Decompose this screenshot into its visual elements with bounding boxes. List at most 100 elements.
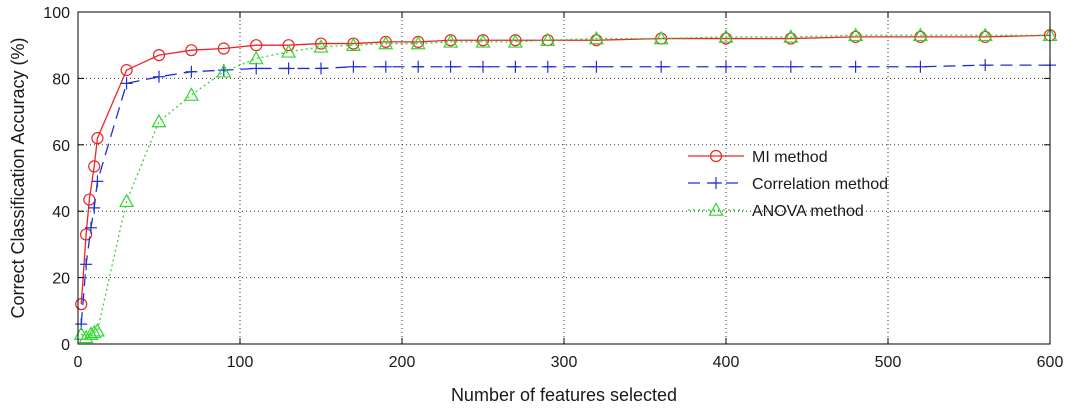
data-point — [313, 39, 329, 53]
data-point — [185, 65, 198, 78]
data-point — [315, 62, 327, 75]
data-point — [347, 60, 360, 73]
data-point — [120, 63, 133, 77]
axis-ticks: 0 100 200 300 400 500 600 0 20 40 60 80 100 — [43, 5, 1063, 371]
data-point — [78, 329, 94, 344]
data-point — [282, 62, 295, 75]
data-point — [541, 60, 554, 73]
data-point — [914, 30, 927, 44]
data-point — [250, 39, 263, 52]
data-point — [378, 35, 394, 50]
x-tick-label: 400 — [713, 354, 740, 371]
data-point — [86, 324, 102, 339]
series-line — [80, 34, 1050, 339]
data-point — [217, 42, 230, 55]
data-point — [783, 29, 799, 43]
x-tick-label: 600 — [1037, 354, 1064, 371]
data-point — [152, 49, 166, 62]
data-point — [590, 34, 603, 47]
series-correlation-method — [75, 59, 1056, 331]
data-point — [153, 70, 165, 83]
data-point — [151, 113, 167, 128]
y-tick-label: 80 — [52, 71, 70, 88]
data-point — [655, 60, 668, 73]
data-point — [444, 60, 457, 73]
series-mi-method — [75, 29, 1057, 311]
data-point — [84, 221, 97, 234]
data-point — [88, 201, 101, 214]
data-point — [89, 322, 105, 337]
series-line — [80, 34, 1051, 305]
data-point — [410, 35, 426, 50]
data-point — [509, 60, 522, 73]
data-point — [79, 228, 93, 241]
legend-item: ANOVA method — [688, 202, 864, 220]
data-point — [282, 39, 295, 52]
y-tick-label: 0 — [61, 337, 70, 354]
x-axis-title: Number of features selected — [451, 385, 677, 405]
y-tick-label: 60 — [52, 138, 70, 155]
legend-label: Correlation method — [752, 176, 888, 193]
data-point — [507, 34, 523, 48]
data-point — [588, 30, 604, 45]
data-point — [653, 30, 669, 45]
data-point — [590, 60, 603, 73]
data-point — [718, 29, 734, 43]
x-tick-label: 0 — [74, 354, 83, 371]
series-layer — [73, 27, 1058, 344]
x-tick-label: 100 — [227, 354, 254, 371]
data-point — [185, 44, 198, 57]
data-point — [914, 60, 927, 73]
plot-area-frame — [77, 11, 1051, 345]
data-point — [475, 34, 491, 48]
data-point — [216, 64, 232, 78]
x-tick-label: 200 — [389, 354, 416, 371]
legend-item: Correlation method — [688, 176, 888, 193]
data-point — [977, 27, 993, 42]
x-tick-label: 500 — [875, 354, 902, 371]
data-point — [784, 60, 797, 73]
data-point — [91, 175, 104, 188]
data-point — [849, 30, 862, 44]
data-point — [849, 60, 862, 73]
legend-marker — [708, 202, 724, 216]
data-point — [477, 60, 489, 73]
data-point — [75, 298, 88, 311]
y-tick-label: 100 — [43, 5, 70, 22]
legend-label: ANOVA method — [752, 203, 864, 220]
data-point — [345, 37, 361, 52]
series-anova-method — [73, 27, 1058, 344]
data-point — [979, 59, 992, 72]
data-point — [379, 60, 392, 73]
data-point — [412, 60, 425, 73]
x-tick-label: 300 — [551, 354, 578, 371]
data-point — [979, 30, 992, 44]
data-point — [443, 34, 459, 48]
data-point — [314, 37, 328, 50]
data-point — [83, 326, 99, 340]
legend-marker — [709, 149, 723, 163]
series-line — [80, 64, 1050, 325]
data-point — [88, 160, 101, 173]
data-point — [719, 32, 733, 45]
grid-lines — [78, 12, 1050, 344]
data-point — [720, 60, 732, 73]
legend: MI method Correlation method ANOVA method — [688, 149, 888, 220]
data-point — [120, 77, 133, 90]
data-point — [80, 258, 93, 271]
y-tick-label: 40 — [52, 204, 70, 221]
data-point — [91, 132, 104, 145]
data-point — [848, 27, 864, 42]
y-tick-label: 20 — [52, 271, 70, 288]
legend-item: MI method — [688, 149, 828, 166]
data-point — [248, 50, 264, 65]
data-point — [912, 27, 928, 42]
legend-label: MI method — [752, 149, 828, 166]
data-point — [281, 44, 297, 58]
data-point — [784, 32, 797, 45]
data-point — [250, 62, 263, 75]
legend-marker — [710, 177, 722, 189]
data-point — [119, 193, 135, 208]
data-point — [540, 32, 556, 47]
